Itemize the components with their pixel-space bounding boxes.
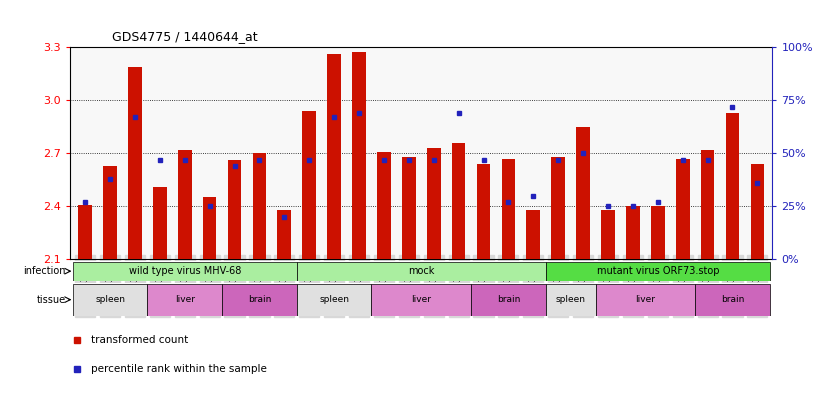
Text: brain: brain bbox=[721, 295, 744, 304]
Bar bbox=[147, 284, 222, 316]
Bar bbox=[725, 113, 739, 259]
Text: wild type virus MHV-68: wild type virus MHV-68 bbox=[129, 266, 241, 276]
Bar bbox=[297, 284, 372, 316]
Text: liver: liver bbox=[411, 295, 431, 304]
Text: spleen: spleen bbox=[95, 295, 125, 304]
Text: transformed count: transformed count bbox=[92, 335, 188, 345]
Bar bbox=[546, 262, 770, 281]
Text: spleen: spleen bbox=[556, 295, 586, 304]
Bar bbox=[78, 204, 92, 259]
Bar bbox=[327, 54, 341, 259]
Bar bbox=[577, 127, 590, 259]
Bar bbox=[471, 284, 546, 316]
Bar bbox=[596, 284, 695, 316]
Bar bbox=[377, 152, 391, 259]
Bar bbox=[372, 284, 471, 316]
Bar bbox=[73, 262, 297, 281]
Text: tissue: tissue bbox=[37, 295, 66, 305]
Bar bbox=[695, 284, 770, 316]
Bar bbox=[700, 150, 714, 259]
Bar bbox=[178, 150, 192, 259]
Bar bbox=[676, 159, 690, 259]
Bar bbox=[302, 111, 316, 259]
Text: spleen: spleen bbox=[319, 295, 349, 304]
Text: liver: liver bbox=[635, 295, 655, 304]
Text: liver: liver bbox=[175, 295, 195, 304]
Text: mock: mock bbox=[408, 266, 434, 276]
Bar bbox=[128, 67, 142, 259]
Bar bbox=[751, 164, 764, 259]
Bar bbox=[427, 148, 440, 259]
Bar bbox=[551, 157, 565, 259]
Bar bbox=[546, 284, 596, 316]
Bar bbox=[501, 159, 515, 259]
Text: percentile rank within the sample: percentile rank within the sample bbox=[92, 364, 267, 374]
Text: infection: infection bbox=[24, 266, 66, 276]
Bar bbox=[228, 160, 241, 259]
Bar bbox=[278, 210, 292, 259]
Bar bbox=[526, 210, 540, 259]
Bar bbox=[153, 187, 167, 259]
Bar bbox=[601, 210, 615, 259]
Bar bbox=[203, 197, 216, 259]
Bar bbox=[626, 206, 639, 259]
Bar bbox=[477, 164, 491, 259]
Bar bbox=[222, 284, 297, 316]
Bar bbox=[452, 143, 466, 259]
Bar bbox=[73, 284, 147, 316]
Bar bbox=[297, 262, 546, 281]
Text: brain: brain bbox=[496, 295, 520, 304]
Text: GDS4775 / 1440644_at: GDS4775 / 1440644_at bbox=[112, 30, 257, 43]
Text: mutant virus ORF73.stop: mutant virus ORF73.stop bbox=[596, 266, 719, 276]
Bar bbox=[352, 52, 366, 259]
Bar bbox=[103, 166, 117, 259]
Bar bbox=[402, 157, 415, 259]
Bar bbox=[651, 206, 665, 259]
Bar bbox=[253, 153, 266, 259]
Text: brain: brain bbox=[248, 295, 271, 304]
